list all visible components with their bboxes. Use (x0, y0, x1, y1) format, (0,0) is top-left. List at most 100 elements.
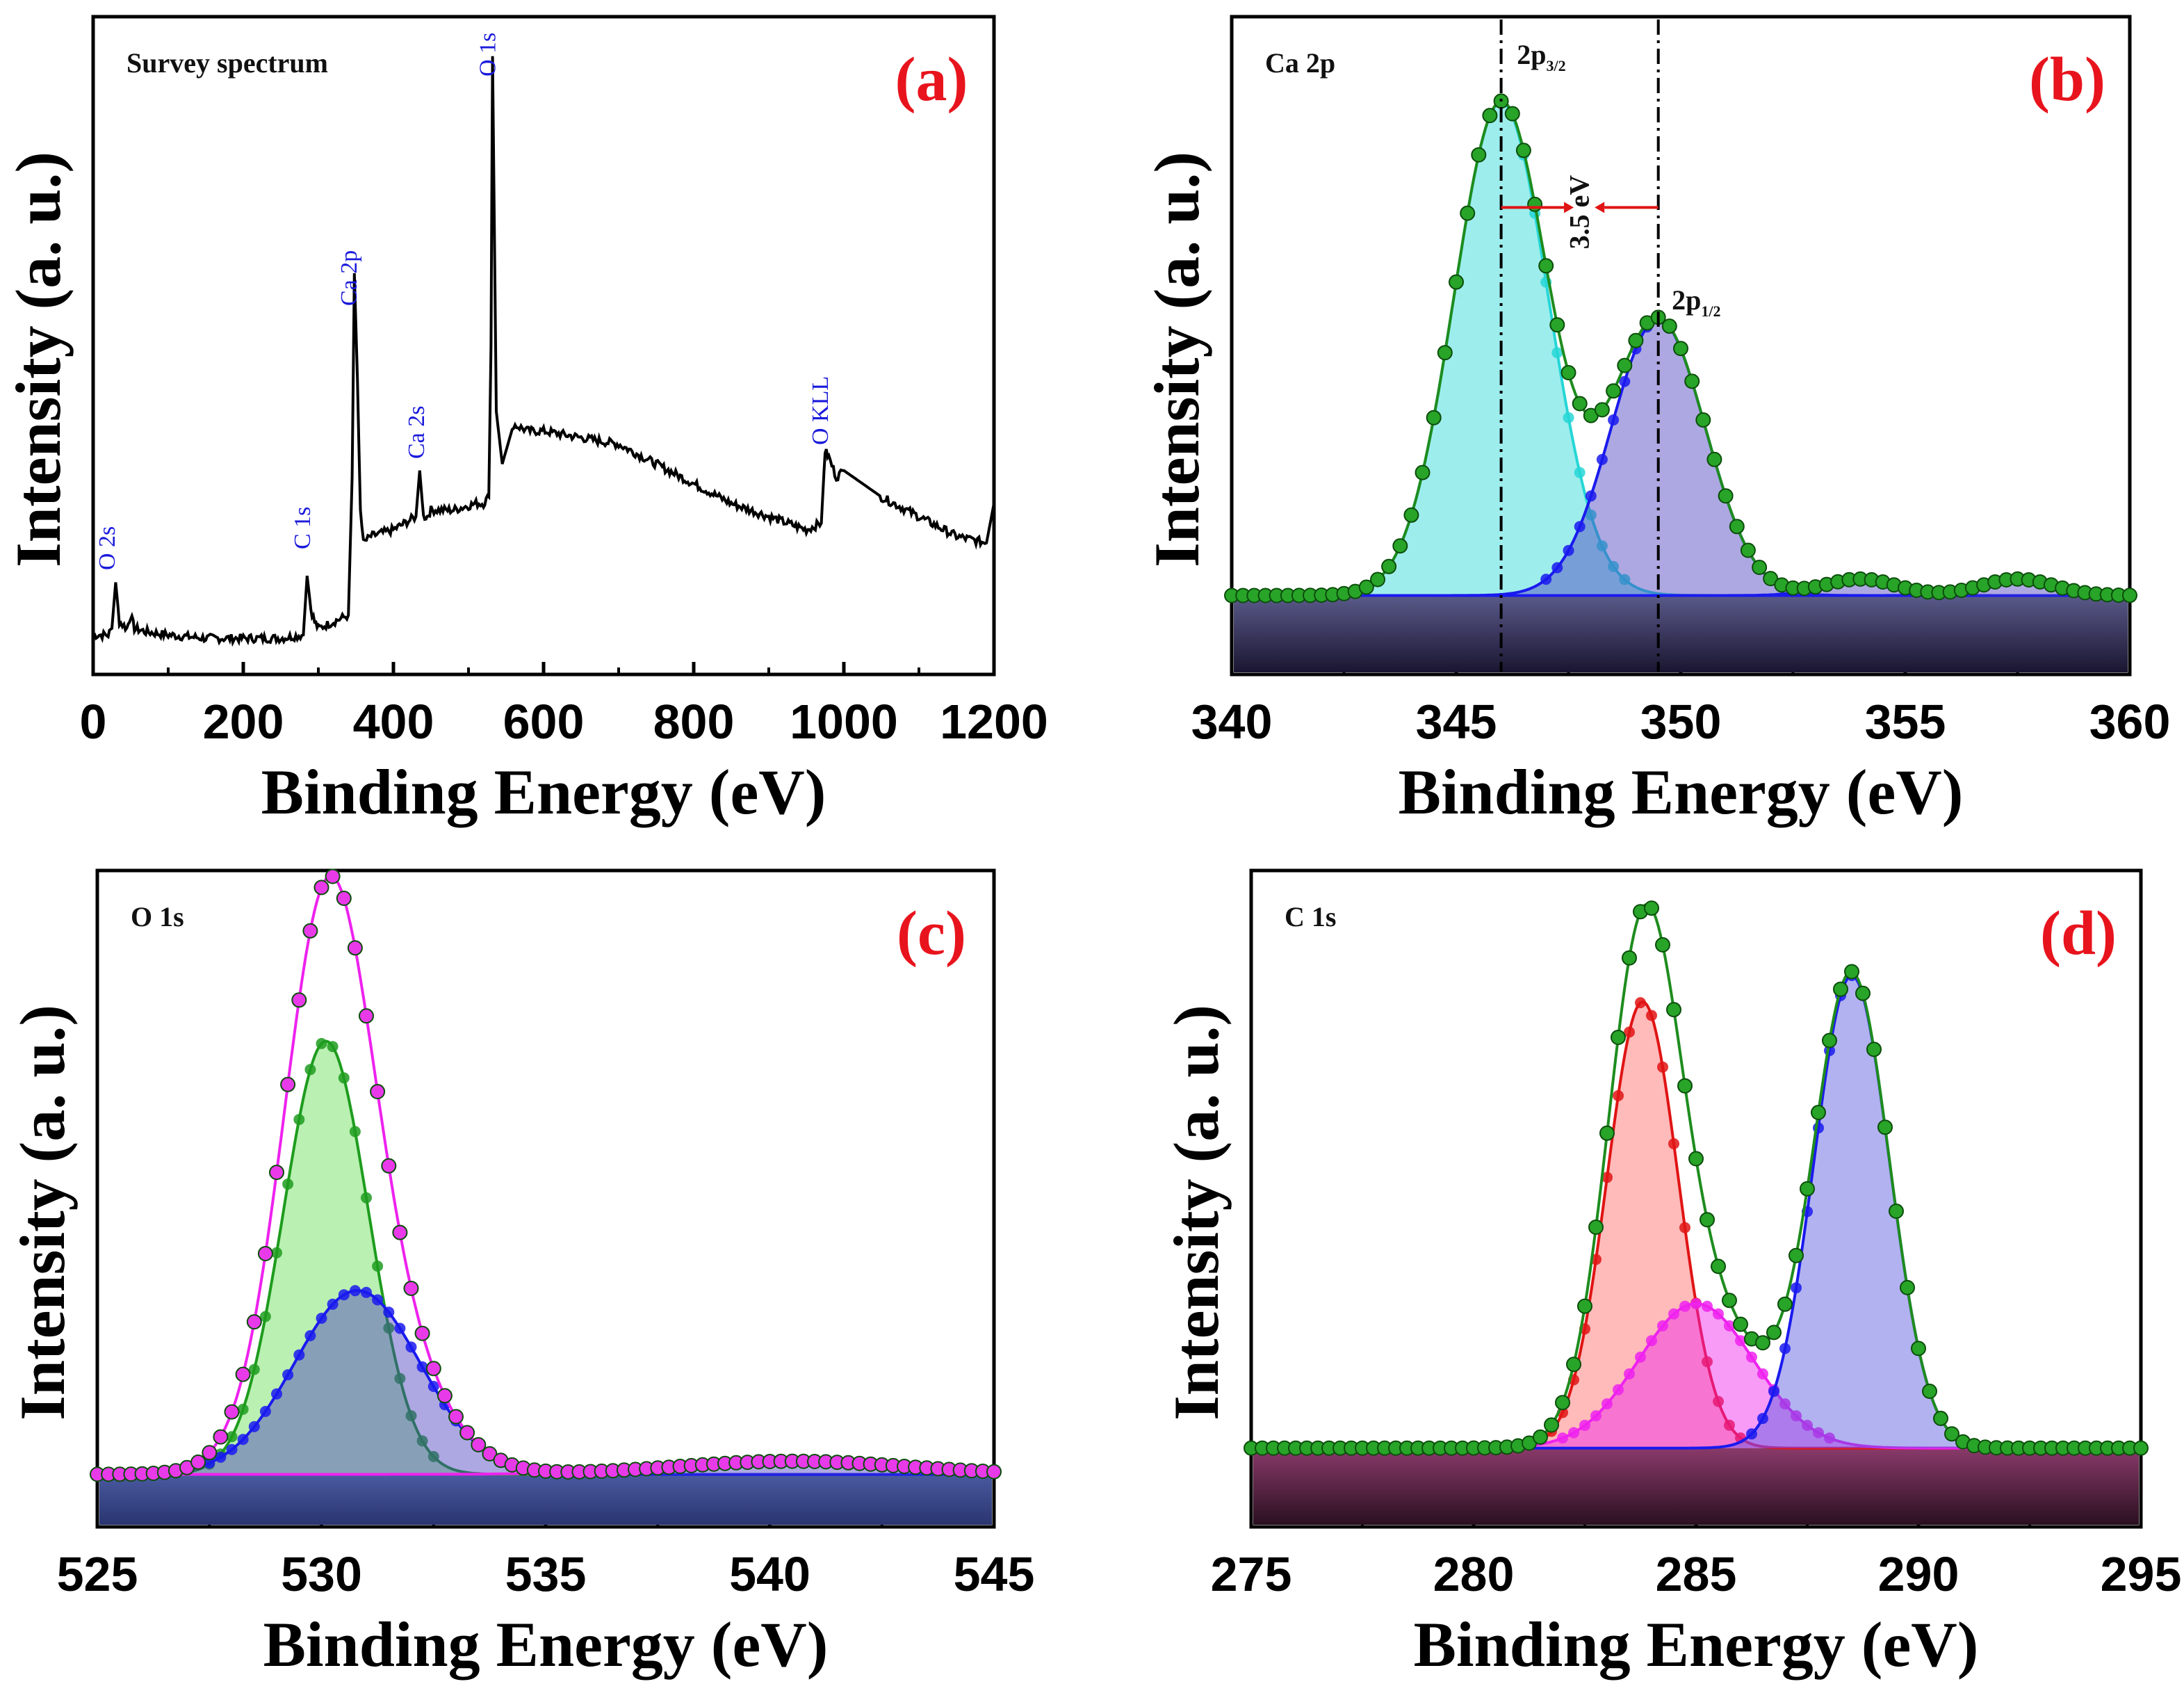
component-marker-d-2-235 (1768, 1386, 1779, 1398)
envelope-marker-b-200 (1673, 341, 1688, 357)
x-tick-label-a-2: 400 (353, 695, 434, 749)
component-marker-c-0-130 (383, 1322, 395, 1334)
component-fill-c-0 (97, 1041, 994, 1475)
x-tick-label-d-4: 295 (2101, 1547, 2182, 1601)
component-marker-c-1-80 (271, 1388, 282, 1400)
component-marker-d-0-175 (1635, 997, 1646, 1009)
split-arrowhead-right (1595, 202, 1605, 213)
envelope-marker-d-205 (1700, 1212, 1715, 1228)
component-marker-b-0-170 (1608, 560, 1620, 572)
component-marker-c-0-110 (338, 1072, 350, 1084)
component-marker-c-1-90 (293, 1349, 305, 1361)
component-marker-b-1-155 (1574, 521, 1586, 533)
component-marker-d-1-195 (1679, 1300, 1690, 1312)
x-tick-label-a-3: 600 (503, 695, 585, 749)
envelope-marker-b-110 (1471, 147, 1487, 163)
y-axis-label-c: Intensity (a. u.) (7, 1005, 78, 1420)
envelope-marker-b-220 (1718, 488, 1734, 504)
envelope-marker-b-210 (1695, 412, 1711, 428)
envelope-marker-b-175 (1617, 357, 1633, 373)
x-tick-label-a-6: 1200 (940, 695, 1048, 749)
envelope-marker-d-200 (1688, 1151, 1704, 1167)
component-marker-c-0-120 (361, 1192, 372, 1204)
component-marker-d-2-230 (1757, 1413, 1768, 1425)
component-marker-c-0-70 (248, 1363, 260, 1375)
component-marker-d-2-225 (1746, 1428, 1757, 1440)
envelope-marker-c-75 (257, 1246, 273, 1261)
envelope-marker-b-155 (1572, 396, 1588, 412)
component-marker-c-0-125 (372, 1261, 384, 1272)
envelope-marker-b-65 (1370, 572, 1385, 588)
envelope-marker-d-275 (1855, 985, 1871, 1001)
envelope-marker-d-310 (1933, 1411, 1948, 1426)
component-marker-c-1-140 (405, 1341, 417, 1353)
component-fill-c-1 (97, 1290, 994, 1475)
component-marker-c-0-75 (259, 1311, 271, 1322)
component-marker-d-1-205 (1702, 1300, 1713, 1312)
component-marker-d-1-175 (1635, 1351, 1646, 1363)
envelope-marker-c-150 (425, 1361, 441, 1377)
baseline-fill-c (99, 1474, 992, 1525)
envelope-marker-d-400 (2133, 1440, 2149, 1456)
component-marker-c-1-120 (361, 1286, 372, 1298)
envelope-marker-c-65 (235, 1366, 251, 1382)
x-tick-label-d-2: 285 (1656, 1547, 1737, 1601)
component-marker-d-0-215 (1724, 1419, 1735, 1431)
envelope-marker-b-130 (1515, 143, 1531, 159)
envelope-marker-c-130 (381, 1158, 397, 1174)
envelope-marker-b-215 (1706, 451, 1722, 467)
envelope-marker-d-255 (1811, 1105, 1826, 1120)
component-marker-c-0-60 (226, 1431, 238, 1443)
panel-title-c: O 1s (131, 901, 184, 932)
envelope-marker-b-140 (1538, 258, 1554, 274)
envelope-marker-b-80 (1403, 507, 1419, 523)
component-marker-d-1-165 (1613, 1384, 1624, 1395)
panel-a: 0 200 400 600 800 1000 1200 Binding Energy (eV)… (3, 15, 1048, 827)
baseline-fill-b (1234, 595, 2128, 672)
envelope-marker-d-280 (1866, 1042, 1882, 1058)
envelope-marker-c-50 (202, 1445, 218, 1461)
plot-frame-c (95, 868, 996, 1529)
x-tick-label-c-2: 535 (505, 1547, 587, 1601)
envelope-marker-b-205 (1684, 373, 1700, 389)
envelope-marker-c-125 (370, 1084, 386, 1099)
component-marker-d-1-220 (1735, 1335, 1746, 1347)
component-marker-d-0-180 (1646, 1010, 1657, 1021)
y-axis-label-a: Intensity (a. u.) (3, 152, 74, 567)
x-tick-label-b-1: 345 (1416, 695, 1497, 749)
x-tick-label-b-3: 355 (1865, 695, 1946, 749)
envelope-marker-d-195 (1677, 1078, 1693, 1094)
x-tick-label-c-4: 545 (954, 1547, 1035, 1601)
component-marker-c-0-145 (416, 1435, 428, 1447)
component-fill-d-1 (1251, 1304, 2141, 1448)
envelope-marker-b-135 (1527, 196, 1543, 212)
envelope-marker-b-195 (1661, 318, 1677, 334)
envelope-marker-d-220 (1733, 1316, 1748, 1332)
component-marker-b-1-170 (1608, 414, 1620, 426)
component-marker-d-1-155 (1590, 1410, 1602, 1422)
envelope-marker-c-110 (336, 891, 352, 906)
x-axis-label-d: Binding Energy (eV) (1414, 1609, 1979, 1680)
component-marker-b-1-160 (1585, 490, 1597, 502)
x-tick-label-b-2: 350 (1640, 695, 1722, 749)
envelope-marker-b-125 (1504, 106, 1520, 122)
envelope-marker-b-95 (1437, 345, 1453, 361)
survey-spectrum-line (92, 56, 995, 647)
envelope-marker-d-290 (1889, 1204, 1904, 1219)
x-axis-label-a: Binding Energy (eV) (261, 756, 826, 827)
component-marker-d-2-240 (1779, 1343, 1791, 1354)
component-marker-b-1-150 (1563, 544, 1574, 556)
component-marker-d-1-255 (1813, 1427, 1824, 1439)
peak-annotation-5: O KLL (808, 376, 833, 445)
envelope-marker-c-165 (459, 1425, 475, 1441)
x-tick-label-d-0: 275 (1211, 1547, 1292, 1601)
envelope-marker-d-135 (1544, 1417, 1559, 1433)
component-marker-d-0-160 (1602, 1172, 1613, 1183)
envelope-marker-c-45 (190, 1454, 206, 1470)
envelope-marker-b-170 (1606, 383, 1622, 399)
component-marker-d-1-170 (1624, 1368, 1635, 1379)
component-marker-c-1-110 (338, 1289, 350, 1301)
envelope-marker-b-145 (1549, 317, 1565, 333)
component-marker-c-1-150 (427, 1381, 439, 1392)
component-fill-d-0 (1251, 1001, 2141, 1448)
